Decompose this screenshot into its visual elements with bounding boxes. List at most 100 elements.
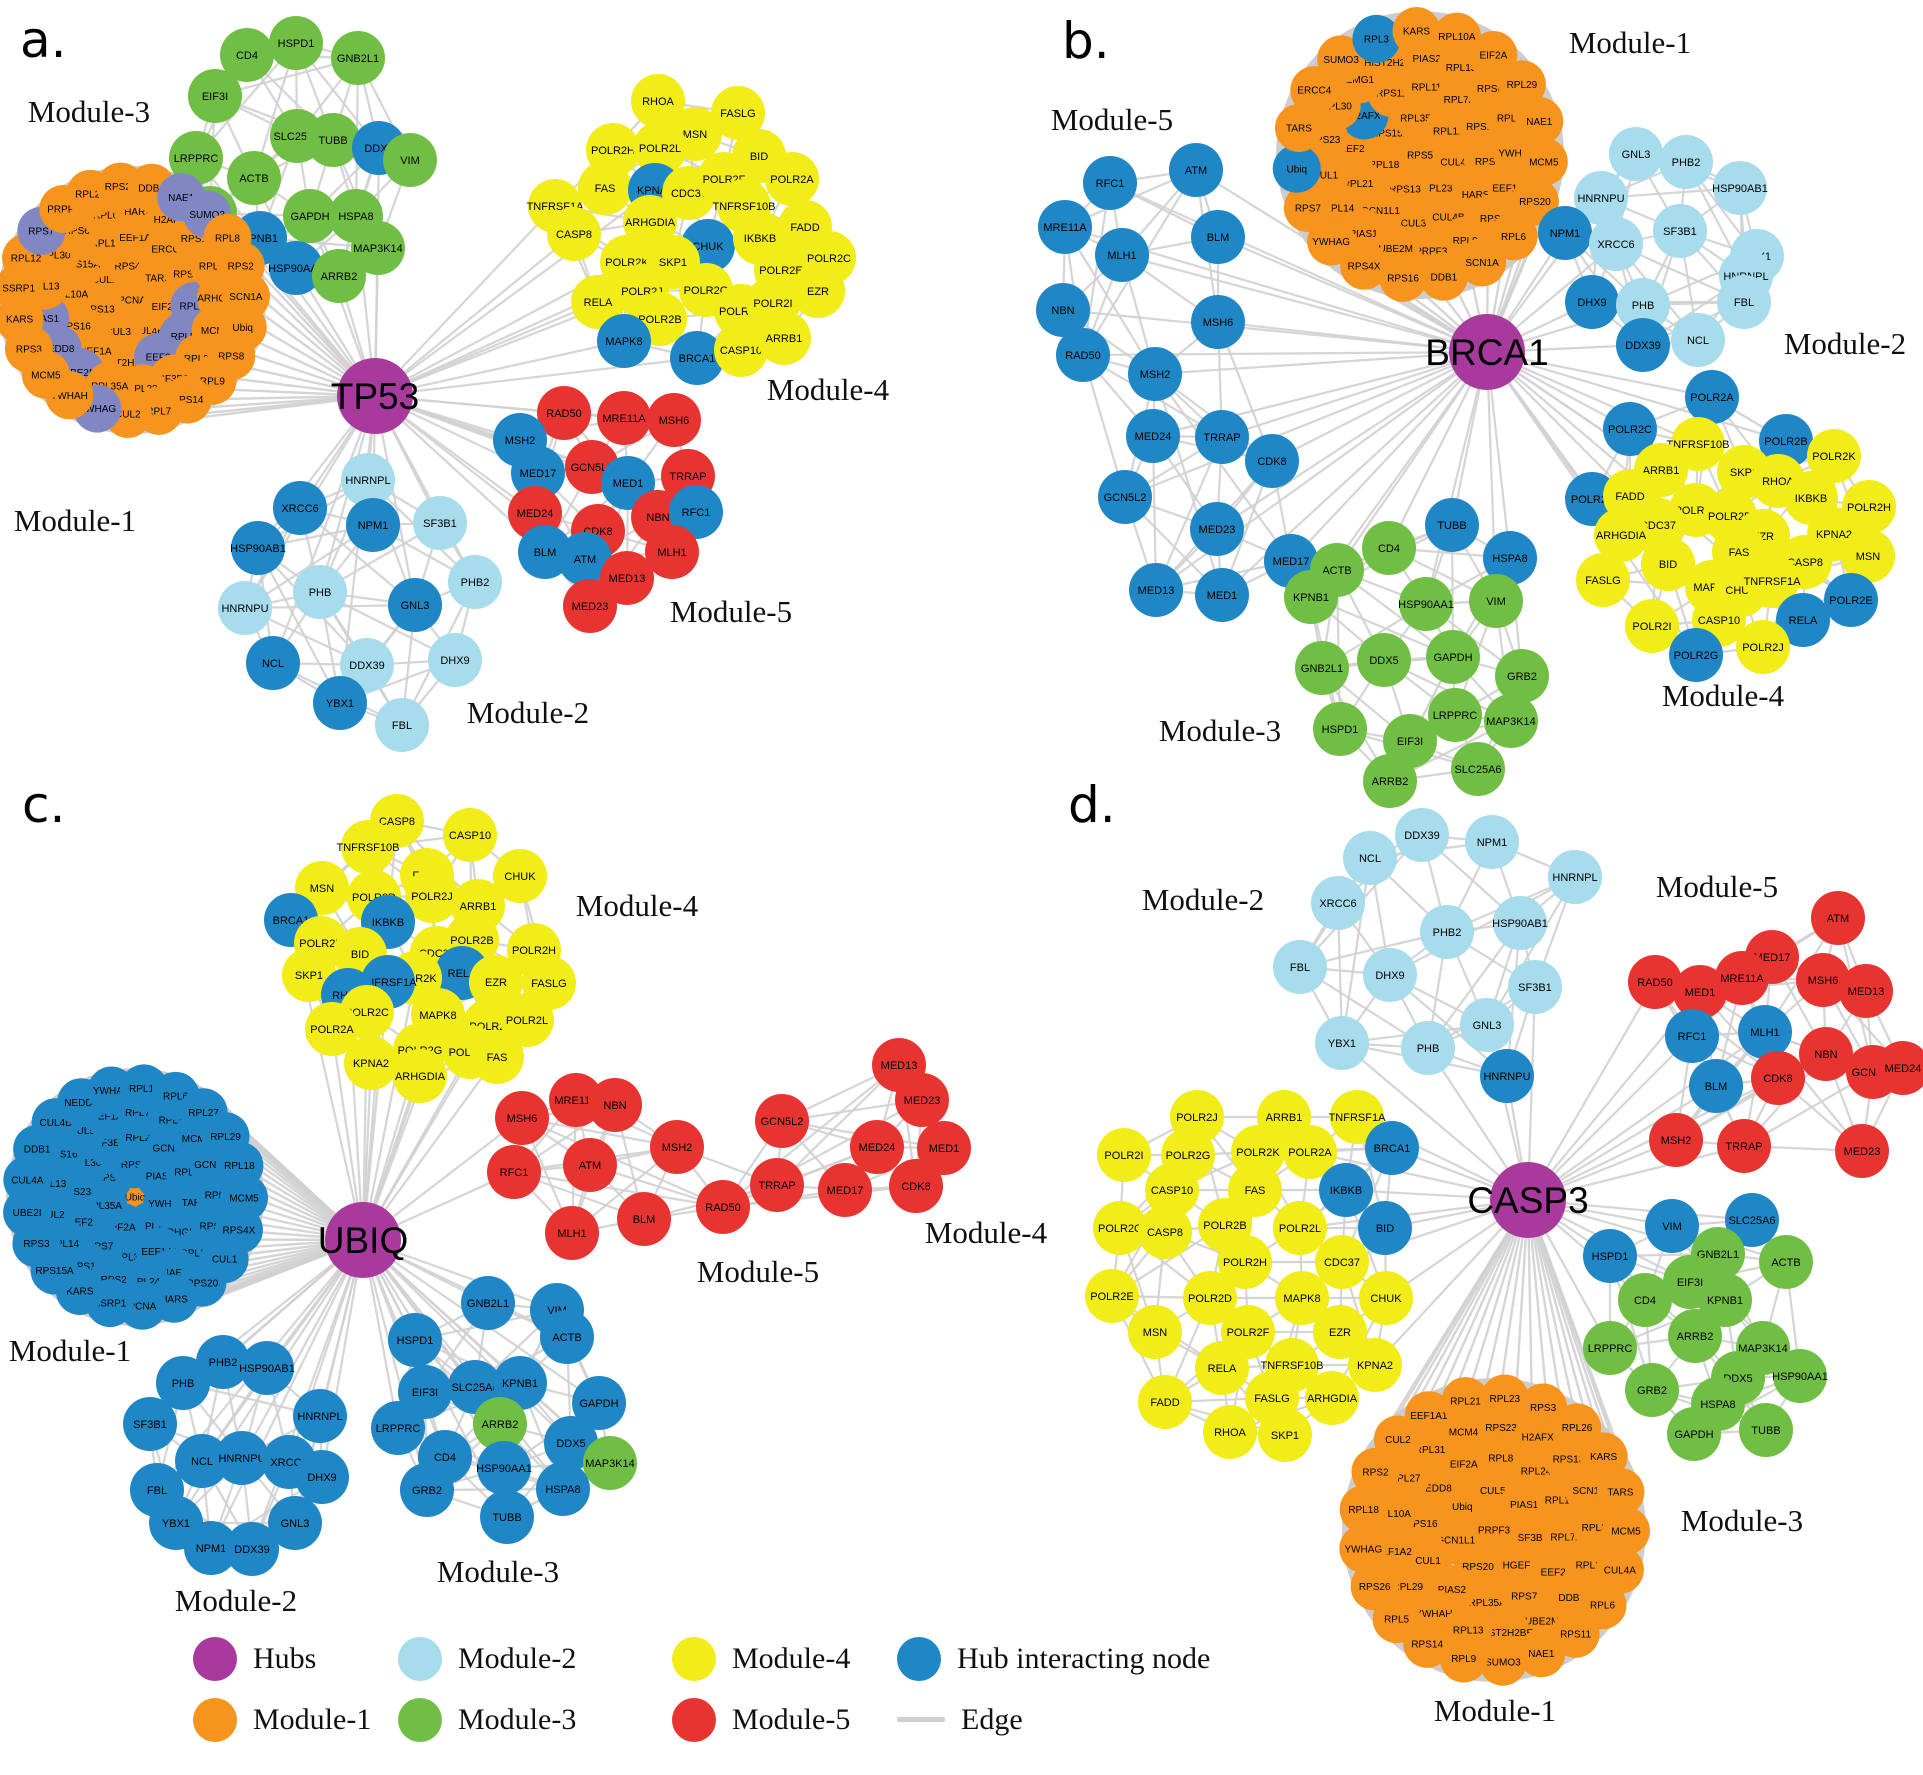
node-circle[interactable] [1275, 1271, 1329, 1325]
node-cdc37[interactable]: CDC37 [1315, 1235, 1369, 1289]
node-phb2[interactable]: PHB2 [196, 1335, 250, 1389]
node-circle[interactable] [1432, 12, 1481, 61]
node-circle[interactable] [1098, 470, 1152, 524]
node-med23[interactable]: MED23 [563, 579, 617, 633]
node-circle[interactable] [1583, 1321, 1637, 1375]
node-circle[interactable] [623, 195, 677, 249]
node-brca1[interactable]: BRCA1 [670, 331, 724, 385]
node-kpna2[interactable]: KPNA2 [344, 1036, 398, 1090]
node-actb[interactable]: ACTB [540, 1310, 594, 1364]
node-atm[interactable]: ATM [1811, 891, 1865, 945]
hub-circle[interactable] [1490, 1162, 1566, 1238]
node-circle[interactable] [1420, 905, 1474, 959]
node-polr2i[interactable]: POLR2I [1097, 1128, 1151, 1182]
node-rpl29[interactable]: RPL29 [1497, 60, 1546, 109]
hub-node-tp53[interactable]: TP53 [331, 358, 419, 434]
node-circle[interactable] [1383, 714, 1437, 768]
node-circle[interactable] [1283, 1125, 1337, 1179]
node-hnrnpl[interactable]: HNRNPL [341, 453, 395, 507]
node-circle[interactable] [1129, 563, 1183, 617]
node-circle[interactable] [1339, 1524, 1388, 1573]
node-circle[interactable] [1576, 553, 1630, 607]
node-polr2a[interactable]: POLR2A [765, 152, 819, 206]
node-circle[interactable] [1579, 1432, 1628, 1481]
node-circle[interactable] [470, 1030, 524, 1084]
node-circle[interactable] [493, 849, 547, 903]
node-rela[interactable]: RELA [1195, 1341, 1249, 1395]
node-phb[interactable]: PHB [156, 1356, 210, 1410]
node-ddx5[interactable]: DDX5 [1357, 633, 1411, 687]
node-circle[interactable] [1203, 1405, 1257, 1459]
node-circle[interactable] [428, 633, 482, 687]
node-med24[interactable]: MED24 [1876, 1041, 1923, 1095]
node-circle[interactable] [558, 532, 612, 586]
node-lrpprc[interactable]: LRPPRC [1583, 1321, 1637, 1375]
node-circle[interactable] [443, 808, 497, 862]
node-polr2g[interactable]: POLR2G [1669, 628, 1723, 682]
node-polr2j[interactable]: POLR2J [1736, 620, 1790, 674]
node-circle[interactable] [1495, 649, 1549, 703]
node-rpl18[interactable]: RPL18 [1339, 1485, 1388, 1534]
node-circle[interactable] [1811, 891, 1865, 945]
node-circle[interactable] [1451, 742, 1505, 796]
node-ncl[interactable]: NCL [1671, 313, 1725, 367]
node-rpl23[interactable]: RPL23 [1480, 1374, 1529, 1423]
node-mre11a[interactable]: MRE11A [597, 391, 651, 445]
node-circle[interactable] [1824, 573, 1878, 627]
node-lrpprc[interactable]: LRPPRC [371, 1401, 425, 1455]
node-circle[interactable] [1807, 429, 1861, 483]
node-xrcc6[interactable]: XRCC6 [273, 481, 327, 535]
node-lrpprc[interactable]: LRPPRC [1428, 688, 1482, 742]
node-circle[interactable] [30, 1246, 79, 1295]
node-circle[interactable] [571, 275, 625, 329]
node-rfc1[interactable]: RFC1 [487, 1145, 541, 1199]
node-circle[interactable] [331, 31, 385, 85]
node-mcm5[interactable]: MCM5 [1519, 137, 1568, 186]
node-tars[interactable]: TARS [1596, 1468, 1645, 1517]
node-circle[interactable] [227, 151, 281, 205]
node-med17[interactable]: MED17 [818, 1163, 872, 1217]
node-grb2[interactable]: GRB2 [1625, 1363, 1679, 1417]
node-circle[interactable] [1395, 808, 1449, 862]
node-circle[interactable] [1439, 1634, 1488, 1683]
node-circle[interactable] [306, 113, 360, 167]
node-gnl3[interactable]: GNL3 [1460, 998, 1514, 1052]
node-rps16[interactable]: RPS16 [1379, 253, 1428, 302]
node-nbn[interactable]: NBN [588, 1078, 642, 1132]
node-gapdh[interactable]: GAPDH [1667, 1407, 1721, 1461]
node-circle[interactable] [518, 525, 572, 579]
node-circle[interactable] [1685, 370, 1739, 424]
node-circle[interactable] [1190, 502, 1244, 556]
node-ddx39[interactable]: DDX39 [1395, 808, 1449, 862]
node-npm1[interactable]: NPM1 [184, 1521, 238, 1575]
node-xrcc6[interactable]: XRCC6 [1311, 876, 1365, 930]
node-kpna2[interactable]: KPNA2 [1348, 1338, 1402, 1392]
node-rfc1[interactable]: RFC1 [669, 485, 723, 539]
node-hnrnpl[interactable]: HNRNPL [1548, 850, 1602, 904]
node-map3k14[interactable]: MAP3K14 [1484, 694, 1538, 748]
node-circle[interactable] [1759, 414, 1813, 468]
node-phb[interactable]: PHB [293, 565, 347, 619]
node-circle[interactable] [1425, 498, 1479, 552]
node-circle[interactable] [312, 249, 366, 303]
node-cd4[interactable]: CD4 [1618, 1273, 1672, 1327]
node-rfc1[interactable]: RFC1 [1665, 1009, 1719, 1063]
node-hspd1[interactable]: HSPD1 [1583, 1229, 1637, 1283]
node-gnl3[interactable]: GNL3 [1609, 127, 1663, 181]
node-xrcc6[interactable]: XRCC6 [1589, 217, 1643, 271]
node-circle[interactable] [511, 446, 565, 500]
node-mlh1[interactable]: MLH1 [545, 1206, 599, 1260]
node-circle[interactable] [215, 1431, 269, 1485]
node-bid[interactable]: BID [1641, 537, 1695, 591]
node-circle[interactable] [1515, 97, 1564, 146]
node-circle[interactable] [1715, 951, 1769, 1005]
node-eif3i[interactable]: EIF3I [1383, 714, 1437, 768]
node-gnl3[interactable]: GNL3 [268, 1496, 322, 1550]
node-sf3b1[interactable]: SF3B1 [1653, 204, 1707, 258]
node-circle[interactable] [669, 485, 723, 539]
node-ywhag[interactable]: YWHAG [1307, 217, 1356, 266]
node-circle[interactable] [588, 1078, 642, 1132]
node-circle[interactable] [1128, 1305, 1182, 1359]
node-hspa8[interactable]: HSPA8 [1483, 531, 1537, 585]
node-circle[interactable] [1363, 754, 1417, 808]
